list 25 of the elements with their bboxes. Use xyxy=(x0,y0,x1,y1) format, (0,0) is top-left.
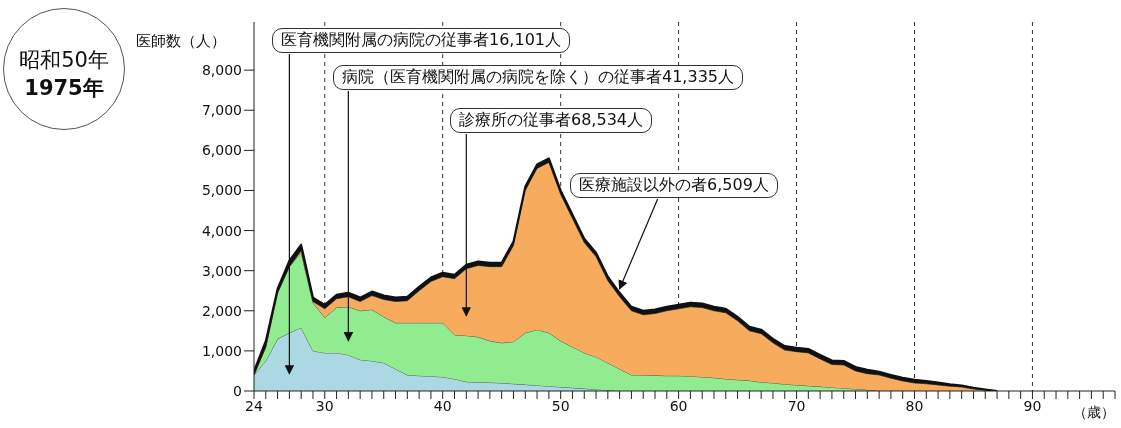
y-tick-label: 1,000 xyxy=(201,342,242,359)
y-tick-label: 5,000 xyxy=(201,182,242,199)
x-tick-label: 80 xyxy=(905,397,924,414)
y-tick-label: 8,000 xyxy=(201,62,242,79)
x-tick-label: 50 xyxy=(551,397,570,414)
y-tick-label: 6,000 xyxy=(201,142,242,159)
x-axis-title: （歳） xyxy=(1073,404,1115,422)
x-tick-label: 30 xyxy=(315,397,334,414)
x-tick-label: 90 xyxy=(1023,397,1042,414)
y-tick-label: 2,000 xyxy=(201,302,242,319)
y-tick-label: 4,000 xyxy=(201,222,242,239)
x-tick-label: 24 xyxy=(245,397,263,414)
text: 医育機関附属の病院の従事者16,101人 xyxy=(272,28,570,53)
y-tick-label: 7,000 xyxy=(201,102,242,119)
y-axis-title: 医師数（人） xyxy=(136,32,226,51)
series-label: 医療施設以外の者6,509人 xyxy=(570,173,778,198)
text: 診療所の従事者68,534人 xyxy=(450,108,652,133)
y-tick-label: 3,000 xyxy=(201,262,242,279)
text: 昭和50年 xyxy=(18,47,110,74)
text: 1975年 xyxy=(23,75,105,102)
x-tick-label: 60 xyxy=(669,397,688,414)
y-tick-label: 0 xyxy=(233,382,242,399)
x-tick-label: 70 xyxy=(787,397,806,414)
text: 病院（医育機関附属の病院を除く）の従事者41,335人 xyxy=(333,65,743,90)
x-tick-label: 40 xyxy=(433,397,452,414)
